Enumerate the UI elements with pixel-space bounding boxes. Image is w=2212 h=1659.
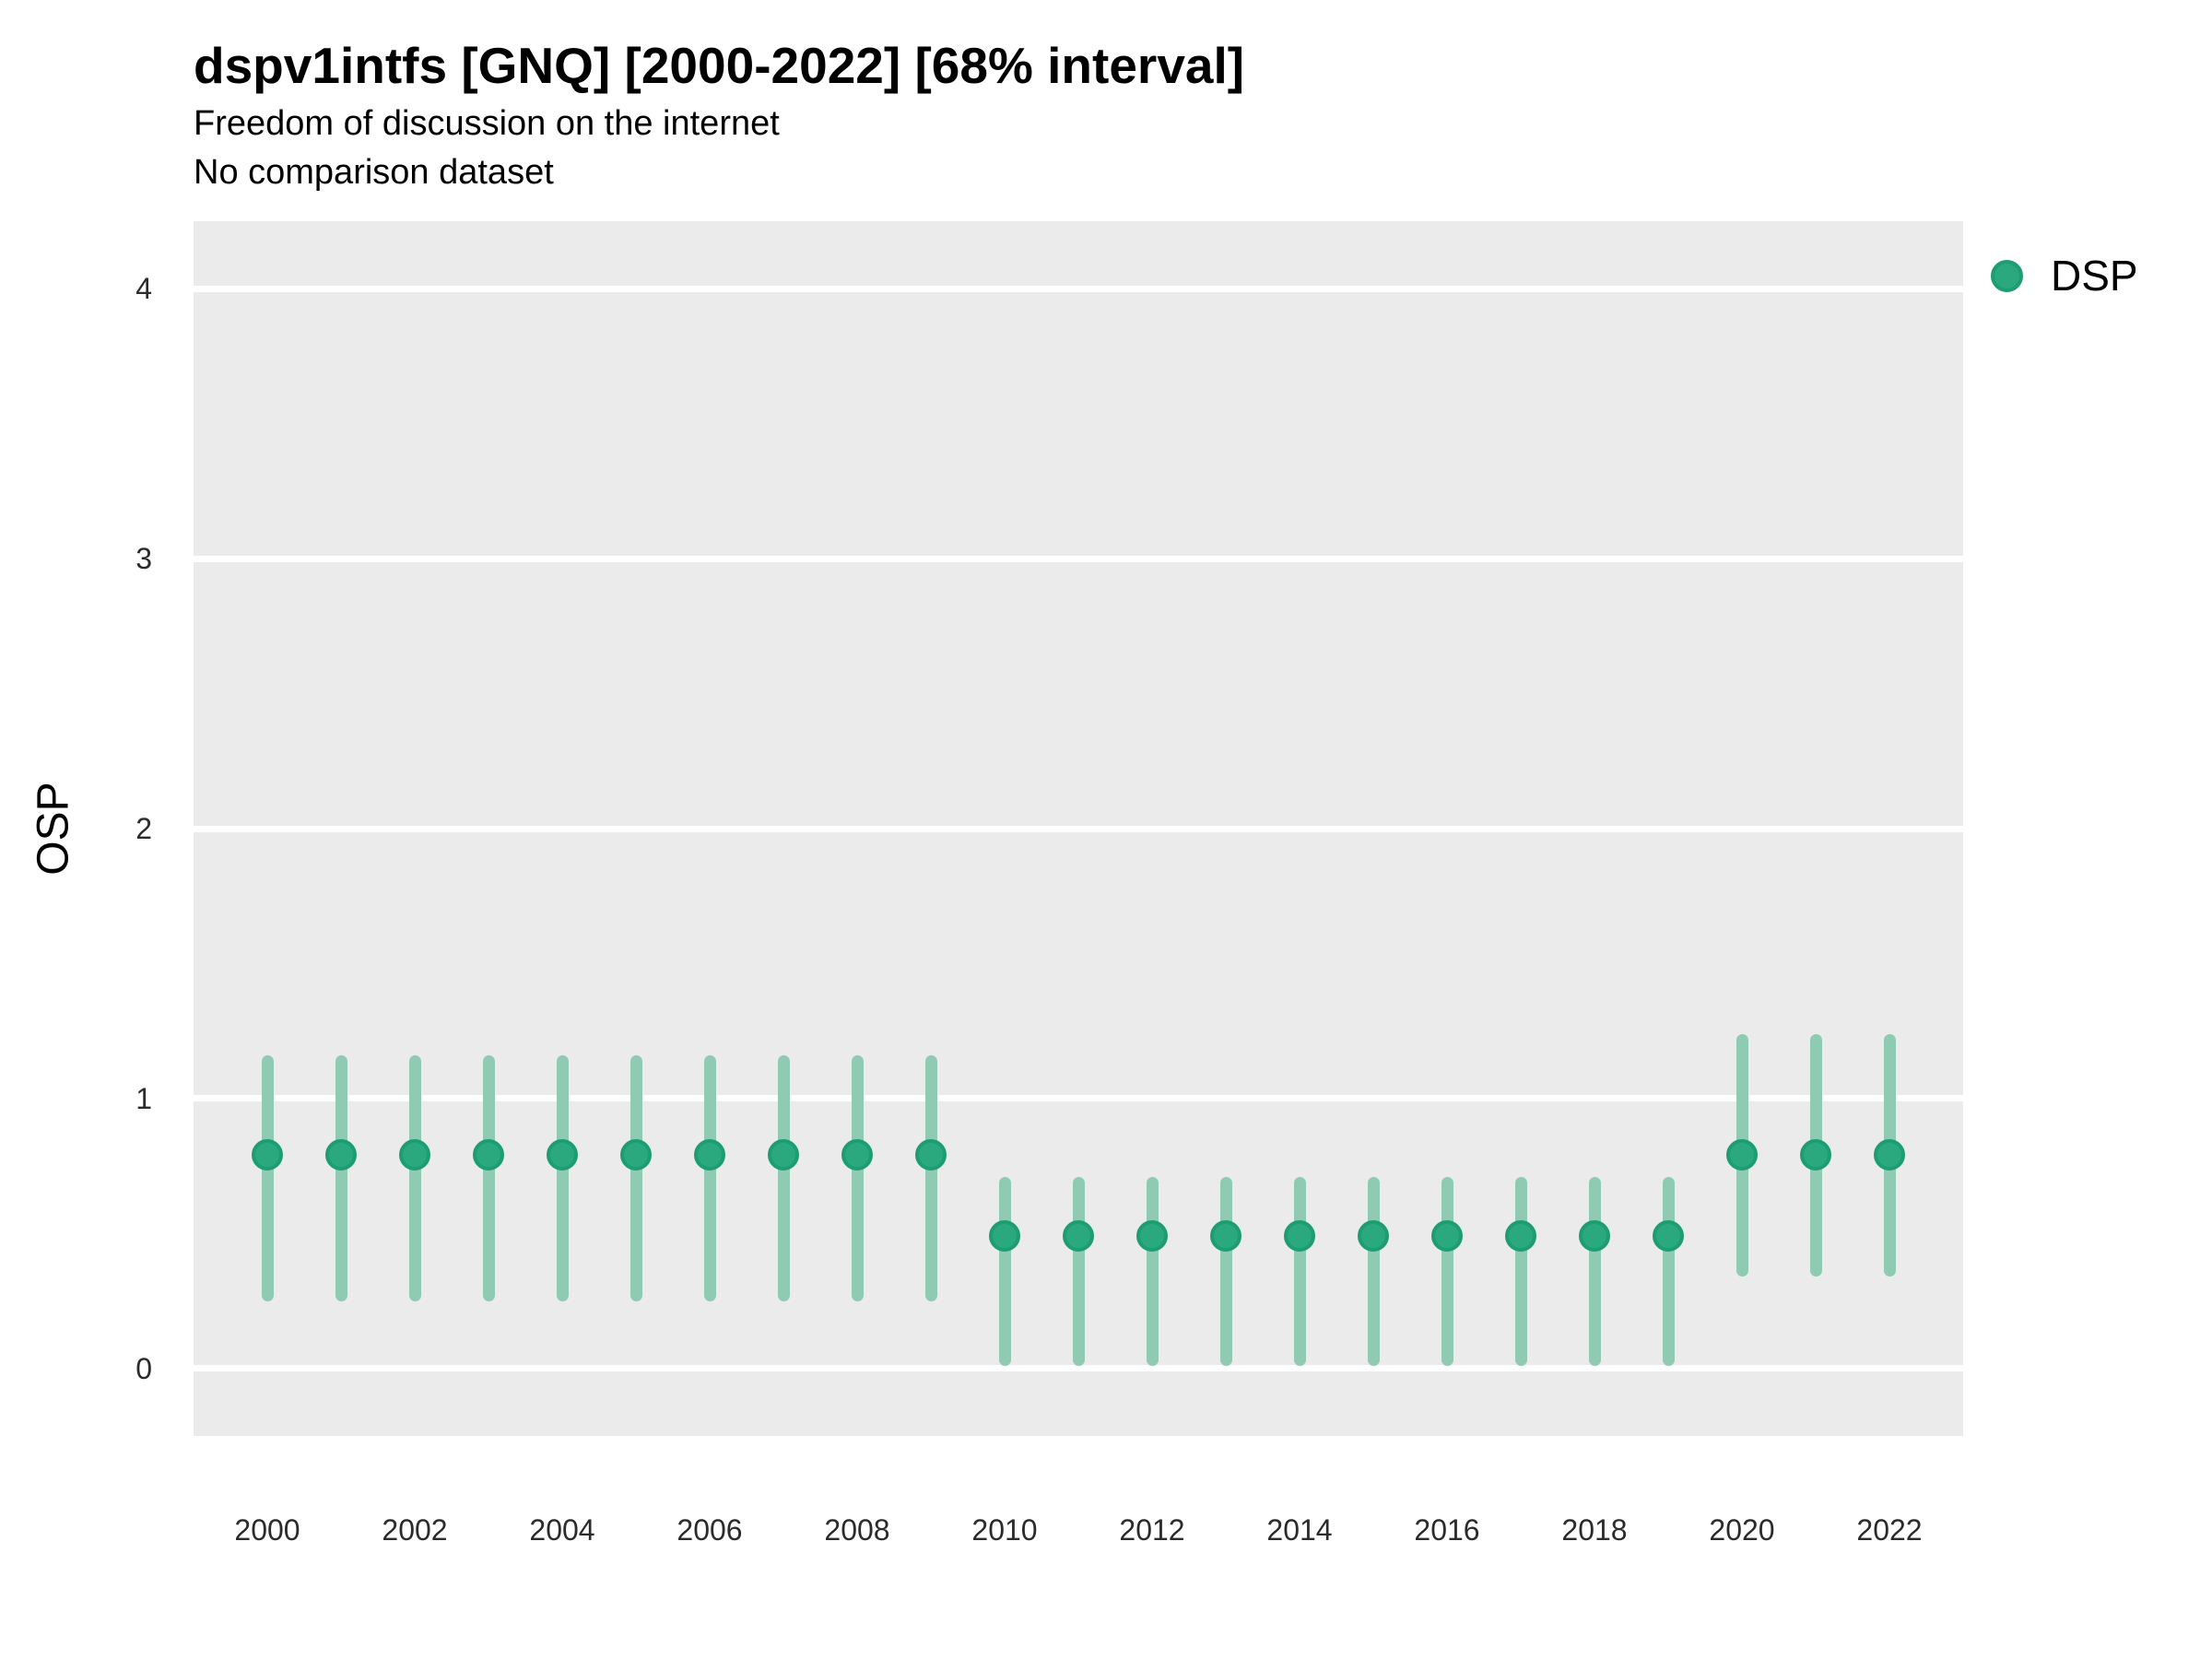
interval-bar-2015	[1367, 1176, 1380, 1366]
interval-bar-2006	[703, 1055, 716, 1301]
interval-bar-2018	[1588, 1176, 1601, 1366]
x-tick-label-2002: 2002	[382, 1513, 448, 1547]
y-tick-label-3: 3	[135, 542, 152, 576]
point-2005	[620, 1139, 652, 1171]
chart-title: dspv1intfs [GNQ] [2000-2022] [68% interv…	[194, 37, 1245, 94]
x-tick-label-2010: 2010	[971, 1513, 1038, 1547]
gridline-y-1	[194, 1095, 1963, 1102]
point-2021	[1800, 1139, 1831, 1171]
interval-bar-2005	[629, 1055, 642, 1301]
gridline-y-3	[194, 555, 1963, 562]
y-tick-label-4: 4	[135, 272, 152, 306]
point-2008	[841, 1139, 873, 1171]
chart-note: No comparison dataset	[194, 153, 554, 192]
interval-bar-2009	[924, 1055, 937, 1301]
point-2004	[547, 1139, 578, 1171]
y-tick-label-1: 1	[135, 1081, 152, 1115]
point-2000	[252, 1139, 283, 1171]
point-2011	[1063, 1220, 1094, 1253]
interval-bar-2014	[1293, 1176, 1306, 1366]
point-2016	[1431, 1220, 1463, 1253]
x-tick-label-2016: 2016	[1414, 1513, 1480, 1547]
legend-point-icon	[1991, 259, 2023, 292]
interval-bar-2000	[261, 1055, 274, 1301]
point-2017	[1505, 1220, 1536, 1253]
point-2007	[768, 1139, 799, 1171]
point-2012	[1136, 1220, 1168, 1253]
point-2001	[325, 1139, 357, 1171]
interval-bar-2003	[482, 1055, 495, 1301]
plot-panel	[194, 221, 1963, 1436]
interval-bar-2004	[556, 1055, 569, 1301]
point-2020	[1726, 1139, 1758, 1171]
x-tick-label-2022: 2022	[1856, 1513, 1923, 1547]
x-tick-label-2000: 2000	[234, 1513, 300, 1547]
legend: DSP	[1991, 254, 2138, 297]
point-2013	[1210, 1220, 1241, 1253]
x-tick-label-2014: 2014	[1266, 1513, 1333, 1547]
point-2002	[399, 1139, 430, 1171]
y-tick-label-0: 0	[135, 1351, 152, 1385]
x-tick-label-2018: 2018	[1561, 1513, 1628, 1547]
interval-bar-2016	[1441, 1176, 1453, 1366]
interval-bar-2008	[851, 1055, 864, 1301]
interval-bar-2007	[777, 1055, 790, 1301]
chart-subtitle: Freedom of discussion on the internet	[194, 104, 780, 143]
interval-bar-2002	[408, 1055, 421, 1301]
x-tick-label-2006: 2006	[677, 1513, 743, 1547]
point-2019	[1653, 1220, 1684, 1253]
y-tick-label-2: 2	[135, 812, 152, 845]
interval-bar-2017	[1514, 1176, 1527, 1366]
x-tick-label-2012: 2012	[1119, 1513, 1185, 1547]
point-2009	[915, 1139, 947, 1171]
point-2003	[473, 1139, 504, 1171]
gridline-y-2	[194, 825, 1963, 832]
legend-label: DSP	[2051, 252, 2138, 300]
point-2015	[1358, 1220, 1389, 1253]
gridline-y-0	[194, 1365, 1963, 1372]
point-2022	[1874, 1139, 1905, 1171]
gridline-y-4	[194, 285, 1963, 292]
point-2018	[1579, 1220, 1610, 1253]
interval-bar-2013	[1219, 1176, 1232, 1366]
interval-bar-2011	[1072, 1176, 1085, 1366]
x-tick-label-2008: 2008	[824, 1513, 890, 1547]
x-tick-label-2004: 2004	[529, 1513, 595, 1547]
interval-bar-2010	[998, 1176, 1011, 1366]
x-tick-label-2020: 2020	[1709, 1513, 1775, 1547]
point-2010	[989, 1220, 1020, 1253]
interval-bar-2001	[335, 1055, 347, 1301]
interval-bar-2012	[1146, 1176, 1159, 1366]
point-2006	[694, 1139, 725, 1171]
point-2014	[1284, 1220, 1315, 1253]
interval-bar-2019	[1662, 1176, 1675, 1366]
